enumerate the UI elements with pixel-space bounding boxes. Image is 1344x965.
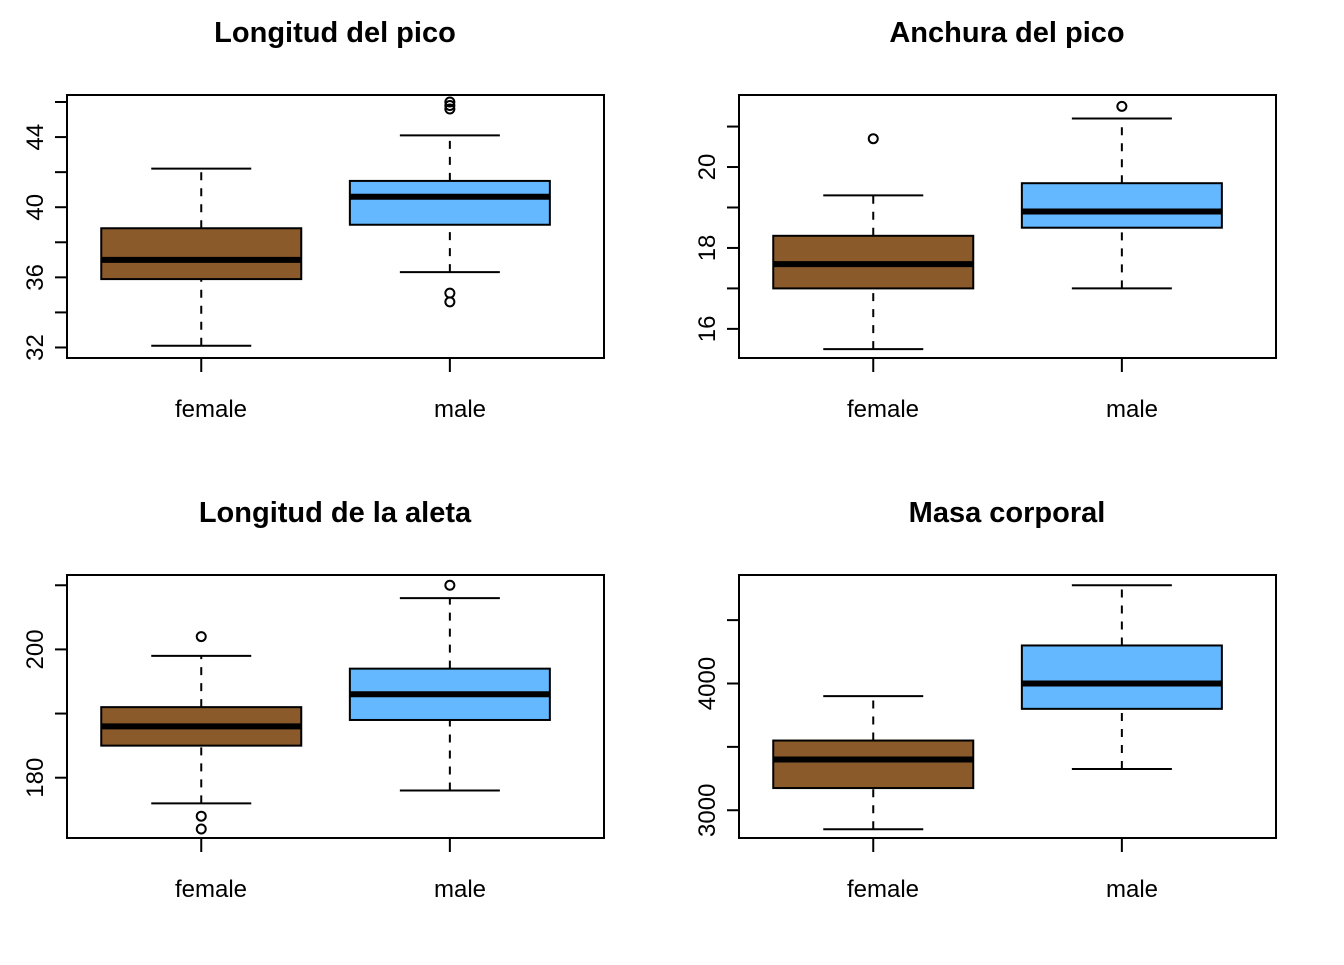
panel-title: Anchura del pico bbox=[889, 17, 1124, 49]
box-male bbox=[348, 579, 551, 792]
y-tick-label: 36 bbox=[22, 264, 49, 291]
y-tick-label: 32 bbox=[22, 334, 49, 361]
outlier-point bbox=[1116, 100, 1128, 112]
outlier-point bbox=[195, 631, 207, 643]
panel-title: Masa corporal bbox=[909, 497, 1106, 529]
x-tick-label-female: female bbox=[847, 396, 919, 423]
outlier-point bbox=[195, 810, 207, 822]
panel-3: Longitud de la aleta female male 180 200 bbox=[22, 497, 605, 903]
panel-4: Masa corporal female male 3000 4000 bbox=[694, 497, 1277, 903]
y-tick-label: 3000 bbox=[694, 784, 721, 837]
iqr-box bbox=[348, 179, 551, 226]
y-tick-label: 200 bbox=[22, 629, 49, 669]
panel-title: Longitud del pico bbox=[214, 17, 456, 49]
panel-title: Longitud de la aleta bbox=[199, 497, 472, 529]
box-male bbox=[1020, 100, 1223, 290]
x-tick-label-female: female bbox=[175, 396, 247, 423]
iqr-box bbox=[772, 739, 975, 790]
outlier-point bbox=[444, 103, 456, 115]
x-tick-label-male: male bbox=[434, 396, 486, 423]
y-tick-label: 18 bbox=[694, 235, 721, 262]
y-tick-label: 20 bbox=[694, 154, 721, 181]
box-female bbox=[100, 167, 303, 347]
iqr-box bbox=[100, 227, 303, 281]
iqr-box bbox=[1020, 644, 1223, 710]
x-tick-label-female: female bbox=[847, 876, 919, 903]
plot-frame bbox=[66, 94, 605, 359]
x-tick-label-female: female bbox=[175, 876, 247, 903]
y-tick-label: 44 bbox=[22, 124, 49, 151]
iqr-box bbox=[1020, 182, 1223, 229]
y-tick-label: 4000 bbox=[694, 657, 721, 710]
box-female bbox=[100, 631, 303, 835]
y-tick-label: 16 bbox=[694, 316, 721, 343]
box-male bbox=[1020, 584, 1223, 771]
outlier-point bbox=[444, 287, 456, 299]
box-male bbox=[348, 96, 551, 308]
outlier-point bbox=[195, 823, 207, 835]
y-tick-label: 40 bbox=[22, 194, 49, 221]
outlier-point bbox=[444, 296, 456, 308]
outlier-point bbox=[444, 96, 456, 108]
panel-1: Longitud del pico female male 32 36 40 44 bbox=[22, 17, 605, 423]
x-tick-label-male: male bbox=[434, 876, 486, 903]
panel-2: Anchura del pico female male 16 18 20 bbox=[694, 17, 1277, 423]
x-tick-label-male: male bbox=[1106, 876, 1158, 903]
box-female bbox=[772, 133, 975, 351]
outlier-point bbox=[867, 133, 879, 145]
outlier-point bbox=[444, 100, 456, 112]
y-tick-label: 180 bbox=[22, 758, 49, 798]
box-female bbox=[772, 695, 975, 831]
outlier-point bbox=[444, 579, 456, 591]
x-tick-label-male: male bbox=[1106, 396, 1158, 423]
